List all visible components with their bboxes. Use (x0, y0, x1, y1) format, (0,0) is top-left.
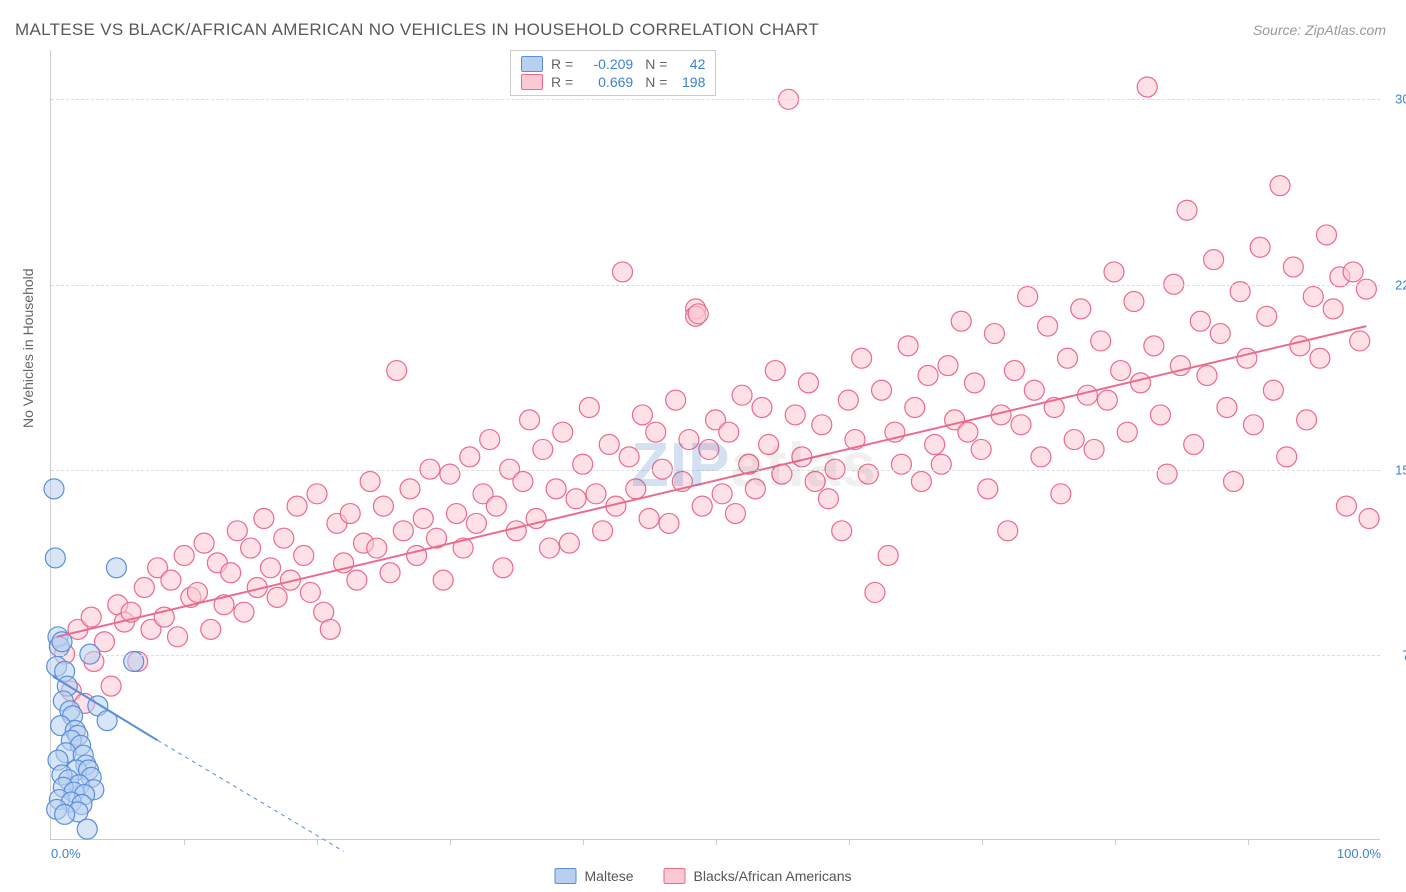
n-label: N = (645, 74, 667, 90)
legend-item-maltese: Maltese (555, 868, 634, 884)
legend-label-maltese: Maltese (585, 868, 634, 884)
chart-container: MALTESE VS BLACK/AFRICAN AMERICAN NO VEH… (0, 0, 1406, 892)
legend-swatch-black (664, 868, 686, 884)
n-value-maltese: 42 (675, 56, 705, 72)
ytick-label: 7.5% (1402, 647, 1406, 662)
swatch-maltese (521, 56, 543, 72)
stats-row-black: R = 0.669 N = 198 (521, 73, 705, 91)
source-label: Source: ZipAtlas.com (1253, 22, 1386, 38)
r-value-maltese: -0.209 (581, 56, 633, 72)
r-label: R = (551, 56, 573, 72)
scatter-svg (51, 50, 1380, 839)
r-label: R = (551, 74, 573, 90)
ytick-label: 22.5% (1395, 277, 1406, 292)
xtick-label: 0.0% (51, 846, 81, 861)
n-value-black: 198 (675, 74, 705, 90)
ytick-label: 30.0% (1395, 92, 1406, 107)
stats-box: R = -0.209 N = 42 R = 0.669 N = 198 (510, 50, 716, 96)
legend-label-black: Blacks/African Americans (694, 868, 852, 884)
swatch-black (521, 74, 543, 90)
legend-item-black: Blacks/African Americans (664, 868, 852, 884)
r-value-black: 0.669 (581, 74, 633, 90)
ytick-label: 15.0% (1395, 462, 1406, 477)
bottom-legend: Maltese Blacks/African Americans (555, 868, 852, 884)
plot-area: ZIPatlas 7.5%15.0%22.5%30.0%0.0%100.0% (50, 50, 1380, 840)
xtick-label: 100.0% (1337, 846, 1381, 861)
y-axis-label: No Vehicles in Household (20, 268, 36, 428)
n-label: N = (645, 56, 667, 72)
chart-title: MALTESE VS BLACK/AFRICAN AMERICAN NO VEH… (15, 20, 819, 40)
stats-row-maltese: R = -0.209 N = 42 (521, 55, 705, 73)
legend-swatch-maltese (555, 868, 577, 884)
